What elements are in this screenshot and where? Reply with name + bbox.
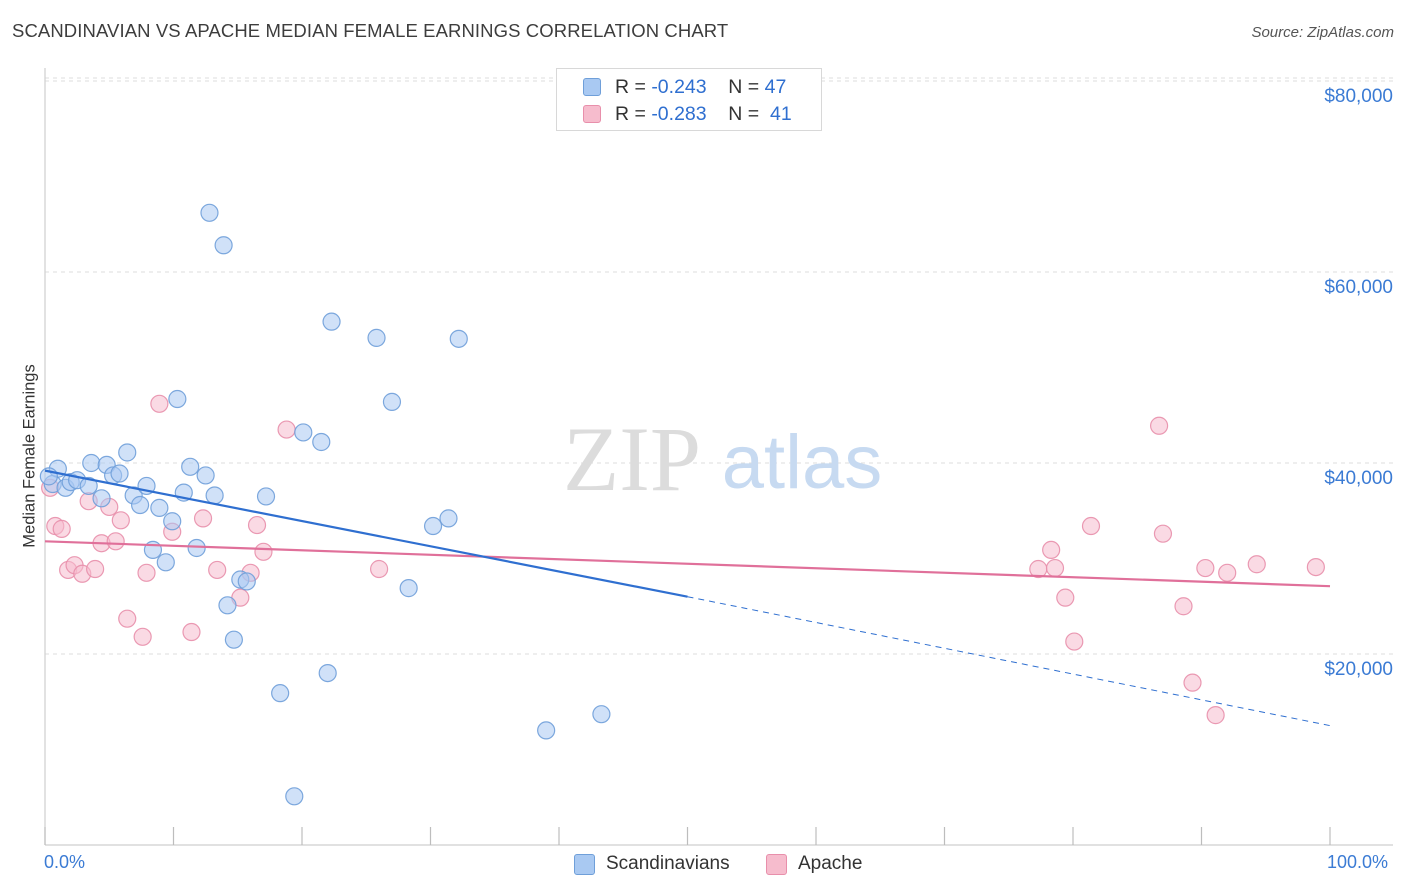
legend-n-value: 47 bbox=[764, 76, 787, 98]
apache-point bbox=[86, 559, 105, 579]
legend-swatch-pink bbox=[766, 854, 787, 875]
scandinavian-point bbox=[163, 512, 182, 531]
scandinavian-point bbox=[92, 489, 111, 508]
legend-r-value: -0.243 bbox=[651, 76, 707, 98]
scandinavian-point bbox=[205, 486, 224, 505]
apache-point bbox=[1153, 524, 1173, 543]
scandinavian-point bbox=[449, 329, 468, 348]
apache-point bbox=[137, 563, 156, 582]
apache-point bbox=[1149, 416, 1169, 435]
scandinavian-trend-line bbox=[44, 469, 688, 598]
apache-point bbox=[1042, 540, 1061, 560]
scandinavian-point bbox=[318, 663, 337, 683]
apache-point bbox=[247, 515, 267, 535]
scandinavian-point bbox=[382, 392, 402, 411]
scandinavian-point bbox=[82, 453, 101, 473]
scandinavian-point bbox=[79, 476, 98, 496]
y-tick-label: $60,000 bbox=[1324, 277, 1393, 298]
legend-r-value: -0.283 bbox=[651, 103, 707, 125]
legend-label: Scandinavians bbox=[606, 853, 730, 874]
apache-point bbox=[182, 622, 201, 642]
scandinavian-point bbox=[187, 538, 206, 558]
chart-title: SCANDINAVIAN VS APACHE MEDIAN FEMALE EAR… bbox=[12, 20, 729, 41]
y-tick-label: $80,000 bbox=[1324, 86, 1393, 107]
apache-point bbox=[1306, 557, 1325, 577]
scandinavian-point bbox=[367, 328, 386, 347]
scandinavian-point bbox=[399, 579, 418, 598]
apache-point bbox=[1065, 632, 1084, 651]
apache-point bbox=[133, 627, 152, 646]
apache-point bbox=[52, 519, 71, 538]
scandinavian-point bbox=[224, 630, 243, 649]
scandinavian-point bbox=[237, 572, 256, 591]
apache-point bbox=[193, 509, 213, 528]
scandinavian-point bbox=[200, 203, 219, 222]
apache-point bbox=[1247, 555, 1266, 574]
scandinavian-point bbox=[130, 495, 150, 515]
legend-label: Apache bbox=[798, 853, 863, 874]
scandinavian-point bbox=[423, 516, 443, 536]
scandinavian-trend-extension bbox=[687, 596, 1331, 727]
scandinavian-point bbox=[322, 312, 341, 331]
legend-r-label: R = bbox=[615, 76, 646, 98]
watermark-atlas: atlas bbox=[722, 420, 883, 505]
apache-point bbox=[1206, 706, 1225, 725]
trend-lines bbox=[44, 469, 1331, 727]
scandinavian-point bbox=[156, 553, 175, 572]
scandinavian-point bbox=[285, 787, 304, 806]
apache-point bbox=[277, 420, 296, 439]
y-tick-label: $20,000 bbox=[1324, 659, 1393, 680]
y-tick-label: $40,000 bbox=[1324, 468, 1393, 489]
legend-n-label: N = bbox=[728, 103, 760, 125]
apache-point bbox=[1045, 558, 1065, 578]
apache-point bbox=[150, 394, 169, 413]
apache-point bbox=[111, 511, 130, 530]
apache-trend-line bbox=[44, 540, 1331, 588]
apache-point bbox=[1218, 563, 1237, 582]
x-tick-label-min: 0.0% bbox=[44, 852, 86, 872]
scandinavian-point bbox=[218, 596, 237, 615]
x-tick-label-max: 100.0% bbox=[1327, 852, 1389, 872]
apache-point bbox=[1183, 673, 1202, 692]
scandinavian-point bbox=[312, 432, 331, 452]
apache-point bbox=[1056, 588, 1075, 607]
apache-point bbox=[1081, 516, 1101, 536]
legend-swatch-pink bbox=[583, 105, 601, 123]
apache-point bbox=[208, 560, 227, 580]
watermark: ZIP atlas bbox=[563, 408, 882, 510]
scandinavian-points bbox=[39, 203, 611, 806]
scandinavian-point bbox=[150, 498, 169, 517]
apache-point bbox=[1174, 597, 1193, 616]
scandinavian-point bbox=[271, 684, 290, 703]
scandinavian-point bbox=[168, 389, 187, 409]
apache-point bbox=[118, 609, 137, 628]
scandinavian-point bbox=[181, 457, 200, 476]
scandinavian-point bbox=[439, 509, 458, 528]
scandinavian-point bbox=[214, 236, 233, 255]
legend-n-label: N = bbox=[728, 76, 760, 98]
legend-swatch-blue bbox=[574, 854, 595, 875]
apache-point bbox=[106, 532, 125, 551]
legend-r-label: R = bbox=[615, 103, 646, 125]
scandinavian-point bbox=[196, 466, 215, 485]
watermark-zip: ZIP bbox=[563, 408, 701, 510]
scandinavian-point bbox=[537, 721, 556, 740]
legend-swatch-blue bbox=[583, 78, 601, 96]
scandinavian-point bbox=[118, 443, 137, 462]
scandinavian-point bbox=[110, 464, 129, 483]
axes bbox=[44, 68, 1393, 846]
scandinavian-point bbox=[294, 423, 313, 442]
apache-point bbox=[1196, 558, 1215, 578]
scandinavian-point bbox=[256, 487, 276, 506]
source-credit: Source: ZipAtlas.com bbox=[1251, 24, 1394, 41]
stats-legend: R = -0.243 N = 47 R = -0.283 N = 41 bbox=[556, 68, 822, 131]
y-axis-label: Median Female Earnings bbox=[20, 364, 39, 548]
legend-n-value: 41 bbox=[770, 103, 792, 125]
apache-point bbox=[254, 542, 273, 561]
scandinavian-point bbox=[592, 705, 611, 724]
apache-point bbox=[370, 559, 389, 579]
